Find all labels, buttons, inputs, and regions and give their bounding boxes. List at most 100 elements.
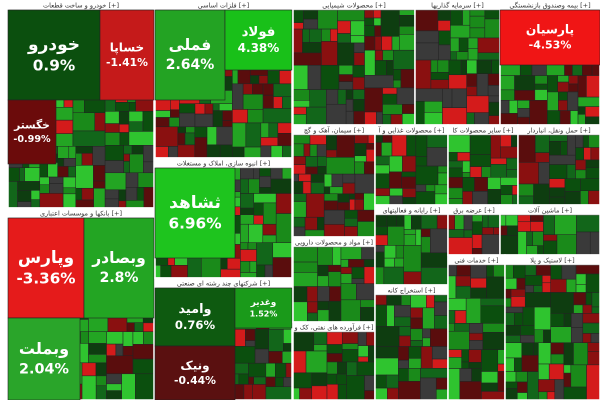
filler-tile — [396, 87, 416, 105]
filler-tile — [497, 371, 506, 392]
filler-tile — [292, 143, 305, 157]
filler-tile — [410, 307, 423, 319]
filler-tile — [237, 69, 251, 85]
sector: عرضه برق [+] — [447, 204, 501, 256]
filler-tile — [481, 234, 501, 256]
filler-tile — [360, 307, 376, 323]
filler-tile — [516, 277, 526, 290]
stock-change: -0.44% — [174, 374, 216, 387]
filler-tile — [354, 143, 367, 157]
stock-change: -3.36% — [17, 269, 76, 287]
filler-tile — [534, 89, 548, 101]
filler-tile — [104, 198, 119, 209]
filler-tile — [374, 195, 391, 206]
filler-tile — [393, 49, 416, 70]
stock-change: -0.99% — [13, 134, 51, 145]
stock-tile — [499, 9, 600, 66]
filler-tile — [344, 218, 358, 227]
stock-tile — [83, 217, 155, 319]
filler-tile — [394, 304, 411, 318]
filler-tile — [585, 159, 600, 169]
filler-tile — [549, 134, 568, 142]
filler-tile — [462, 160, 471, 173]
filler-tile — [275, 362, 287, 378]
filler-tile — [106, 331, 124, 345]
filler-tile — [75, 153, 83, 166]
filler-tile — [434, 315, 449, 330]
filler-tile — [488, 101, 501, 116]
filler-tile — [154, 126, 179, 147]
filler-tile — [587, 342, 600, 352]
filler-tile — [292, 181, 304, 194]
filler-tile — [260, 122, 270, 138]
filler-tile — [262, 108, 293, 124]
filler-tile — [200, 255, 221, 279]
filler-tile — [132, 331, 144, 345]
filler-tile — [410, 294, 427, 309]
filler-tile — [260, 145, 272, 159]
filler-tile — [177, 132, 186, 146]
filler-tile — [437, 172, 449, 186]
filler-tile — [321, 28, 331, 42]
filler-tile — [426, 147, 449, 167]
sector: لاستیک و پلا [+] — [504, 254, 600, 400]
filler-tile — [125, 187, 138, 201]
filler-tile — [563, 313, 572, 327]
filler-tile — [253, 193, 277, 204]
filler-tile — [367, 134, 376, 144]
filler-tile — [573, 342, 589, 366]
filler-tile — [466, 95, 490, 113]
filler-tile — [538, 162, 550, 185]
filler-tile — [467, 37, 479, 49]
filler-tile — [424, 112, 443, 126]
filler-tile — [332, 246, 342, 266]
filler-tile — [317, 216, 325, 231]
filler-tile — [456, 264, 471, 277]
filler-tile — [337, 361, 347, 375]
filler-tile — [281, 167, 293, 180]
filler-tile — [282, 145, 293, 159]
filler-tile — [30, 199, 41, 209]
filler-tile — [487, 177, 501, 190]
filler-tile — [556, 234, 577, 256]
filler-tile — [106, 343, 117, 357]
filler-tile — [142, 111, 155, 132]
filler-tile — [543, 240, 558, 256]
filler-tile — [342, 182, 356, 195]
filler-tile — [468, 362, 482, 369]
filler-tile — [576, 214, 600, 233]
filler-tile — [504, 388, 518, 400]
stock-name: فولاد — [242, 25, 276, 40]
sector: خدمات فنی [+] — [447, 254, 506, 400]
filler-tile — [454, 310, 467, 324]
filler-tile — [309, 28, 322, 43]
filler-tile — [326, 89, 339, 105]
filler-tile — [222, 120, 233, 128]
filler-tile — [517, 100, 530, 109]
filler-tile — [529, 100, 548, 126]
stock-change: 1.52% — [250, 309, 278, 318]
filler-tile — [248, 223, 264, 243]
filler-tile — [493, 227, 501, 235]
filler-tile — [425, 184, 436, 192]
filler-tile — [361, 246, 376, 260]
filler-tile — [232, 122, 247, 148]
filler-tile — [549, 196, 566, 206]
filler-tile — [499, 214, 507, 227]
filler-tile — [342, 173, 356, 184]
stock-tile — [99, 9, 155, 101]
filler-tile — [317, 246, 333, 266]
filler-tile — [292, 226, 306, 238]
filler-tile — [275, 213, 293, 243]
filler-tile — [577, 114, 586, 126]
filler-tile — [410, 317, 423, 330]
filler-tile — [567, 134, 576, 156]
filler-tile — [302, 42, 322, 54]
filler-tile — [447, 134, 471, 153]
filler-tile — [354, 173, 376, 194]
filler-tile — [292, 89, 310, 101]
sector-title: ماشین آلات [+] — [528, 206, 572, 215]
filler-tile — [524, 285, 534, 293]
filler-tile — [399, 9, 416, 16]
filler-tile — [577, 96, 600, 107]
